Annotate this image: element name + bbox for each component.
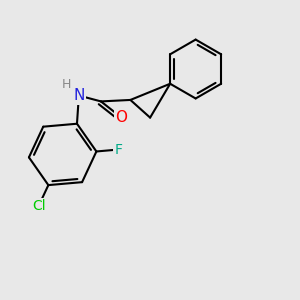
Text: N: N (73, 88, 85, 103)
Text: F: F (114, 142, 122, 157)
Text: H: H (62, 78, 71, 91)
Text: Cl: Cl (32, 199, 46, 213)
Text: O: O (116, 110, 128, 125)
